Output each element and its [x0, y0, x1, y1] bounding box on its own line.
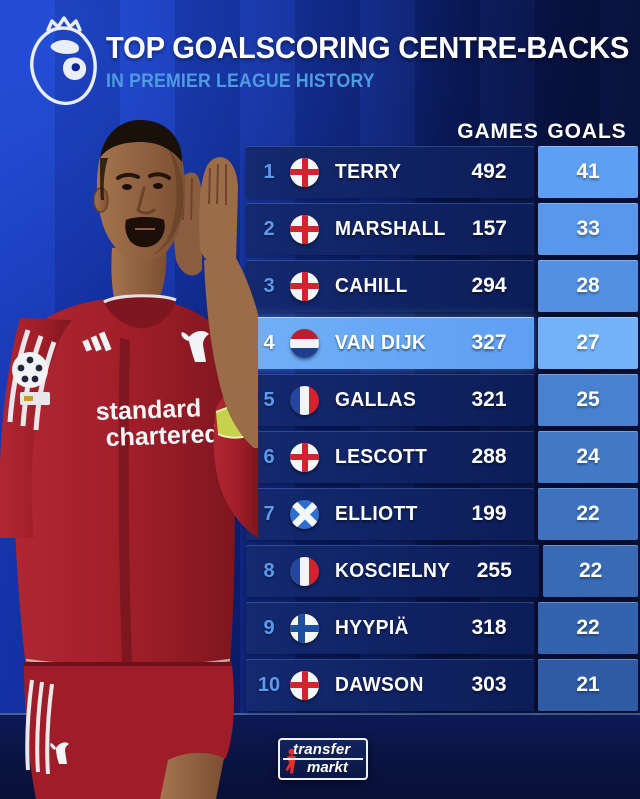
column-header-games: GAMES [457, 120, 539, 143]
player-name: ELLIOTT [335, 502, 418, 525]
rank-label: 9 [263, 616, 275, 639]
games-value: 288 [471, 445, 507, 468]
player-cell: 3 CAHILL 294 [246, 260, 534, 312]
nation-flag-icon [290, 556, 319, 586]
goals-cell: 33 [538, 203, 638, 255]
transfermarkt-text-bottom: markt [307, 759, 348, 776]
goals-value: 22 [576, 502, 600, 525]
table-row: 7 ELLIOTT 199 22 [246, 488, 638, 540]
nation-flag-icon [290, 385, 319, 415]
goals-value: 41 [576, 160, 600, 183]
goals-cell: 28 [538, 260, 638, 312]
player-cell: 2 MARSHALL 157 [246, 203, 535, 255]
player-cell: 1 TERRY 492 [246, 146, 534, 198]
premier-league-lion-icon [30, 16, 97, 106]
games-value: 321 [471, 388, 507, 411]
page-title: TOP GOALSCORING CENTRE-BACKS [106, 30, 630, 65]
games-value: 157 [471, 217, 507, 240]
rank-label: 6 [263, 445, 275, 468]
games-value: 199 [471, 502, 507, 525]
nation-flag-icon [290, 499, 319, 529]
nation-flag-icon [290, 271, 319, 301]
goals-cell: 24 [538, 431, 638, 483]
rank-label: 3 [263, 274, 275, 297]
player-name: HYYPIÄ [335, 616, 409, 639]
player-name: LESCOTT [335, 445, 428, 468]
table-row: 5 GALLAS 321 25 [246, 374, 638, 426]
player-name: GALLAS [335, 388, 417, 411]
games-value: 294 [471, 274, 507, 297]
jersey-sponsor-line1: standard [95, 394, 202, 426]
player-name: DAWSON [335, 673, 424, 696]
goals-cell: 22 [543, 545, 638, 597]
goals-cell: 22 [538, 602, 638, 654]
player-cell: 6 LESCOTT 288 [246, 431, 534, 483]
nation-flag-icon [290, 442, 319, 472]
player-name: KOSCIELNY [335, 559, 451, 582]
nation-flag-icon [290, 328, 319, 358]
page-subtitle: IN PREMIER LEAGUE HISTORY [106, 71, 375, 92]
goals-cell: 27 [538, 317, 638, 369]
goals-value: 25 [576, 388, 600, 411]
games-value: 492 [471, 160, 507, 183]
rank-label: 7 [263, 502, 275, 525]
games-value: 303 [471, 673, 507, 696]
transfermarkt-logo: transfer markt [278, 738, 368, 780]
player-photo: standard chartered [0, 120, 258, 799]
ranking-table: 1 TERRY 492 41 2 MARSHALL 157 33 3 CAHIL… [246, 146, 638, 716]
goals-cell: 25 [538, 374, 638, 426]
rank-label: 2 [263, 217, 275, 240]
goals-value: 22 [576, 616, 600, 639]
table-row: 2 MARSHALL 157 33 [246, 203, 638, 255]
goals-value: 24 [576, 445, 600, 468]
goals-value: 22 [578, 559, 603, 582]
goals-value: 28 [576, 274, 600, 297]
rank-label: 8 [263, 559, 275, 582]
table-row: 10 DAWSON 303 21 [246, 659, 638, 711]
rank-label: 4 [263, 331, 275, 354]
table-row: 9 HYYPIÄ 318 22 [246, 602, 638, 654]
goals-cell: 21 [538, 659, 638, 711]
games-value: 255 [476, 559, 512, 582]
player-cell: 7 ELLIOTT 199 [246, 488, 534, 540]
table-row: 3 CAHILL 294 28 [246, 260, 638, 312]
nation-flag-icon [290, 670, 319, 700]
header: TOP GOALSCORING CENTRE-BACKS IN PREMIER … [106, 30, 640, 93]
table-row: 8 KOSCIELNY 255 22 [246, 545, 638, 597]
goals-value: 21 [576, 673, 600, 696]
player-name: TERRY [335, 160, 402, 183]
nation-flag-icon [290, 613, 319, 643]
player-name: CAHILL [335, 274, 408, 297]
player-cell: 9 HYYPIÄ 318 [246, 602, 534, 654]
nation-flag-icon [290, 157, 319, 187]
table-row: 1 TERRY 492 41 [246, 146, 638, 198]
player-name: VAN DIJK [335, 331, 427, 354]
jersey-sponsor-line2: chartered [105, 420, 220, 452]
player-cell: 5 GALLAS 321 [246, 374, 534, 426]
goals-value: 33 [576, 217, 600, 240]
games-value: 318 [471, 616, 507, 639]
rank-label: 10 [257, 673, 281, 696]
rank-label: 5 [263, 388, 275, 411]
nation-flag-icon [290, 214, 319, 244]
player-cell: 4 VAN DIJK 327 [246, 317, 534, 369]
player-cell: 8 KOSCIELNY 255 [246, 545, 540, 597]
column-header-goals: GOALS [547, 120, 627, 143]
games-value: 327 [471, 331, 507, 354]
player-cell: 10 DAWSON 303 [246, 659, 534, 711]
table-row: 6 LESCOTT 288 24 [246, 431, 638, 483]
transfermarkt-divider [283, 758, 363, 760]
table-row: 4 VAN DIJK 327 27 [246, 317, 638, 369]
player-name: MARSHALL [335, 217, 446, 240]
rank-label: 1 [263, 160, 275, 183]
goals-cell: 41 [538, 146, 638, 198]
goals-cell: 22 [538, 488, 638, 540]
goals-value: 27 [576, 331, 600, 354]
transfermarkt-text-top: transfer [293, 741, 351, 758]
